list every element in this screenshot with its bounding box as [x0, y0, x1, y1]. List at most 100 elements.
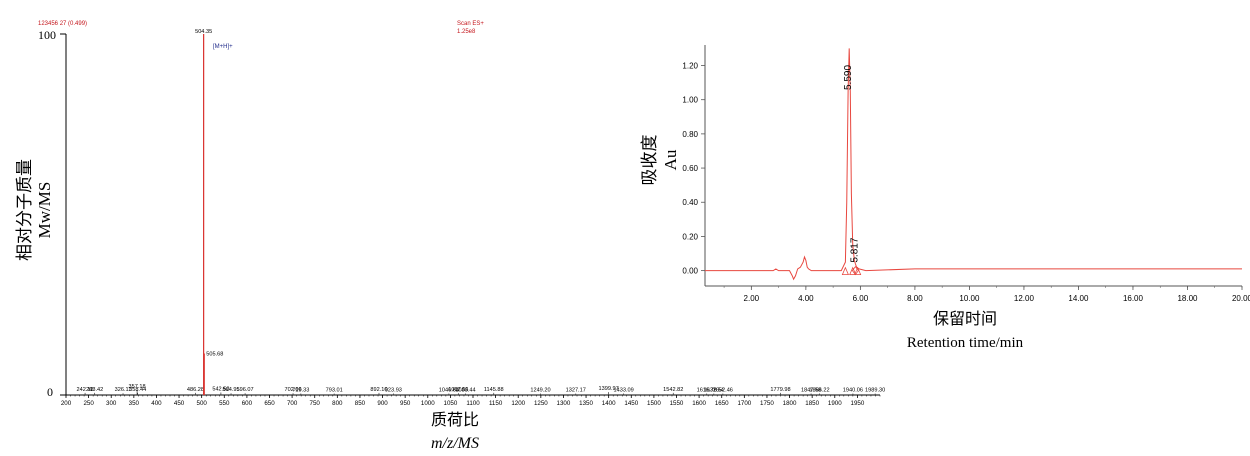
hplc-y-tick-label-6: 1.20	[682, 62, 698, 71]
hplc-ylabel-en: Au	[661, 149, 680, 170]
ms-x-tick-label-12: 800	[332, 400, 343, 407]
ms-ylabel-cn: 相对分子质量	[15, 159, 34, 261]
ms-peak-label-8: 542.52	[212, 386, 229, 392]
ms-x-tick-label-13: 850	[355, 400, 366, 407]
ms-peak-label-19: 1145.88	[484, 387, 504, 393]
ms-x-tick-label-23: 1350	[579, 400, 593, 407]
hplc-integration-marker-1	[849, 266, 857, 276]
hplc-x-tick-label-0: 2.00	[744, 294, 760, 303]
hplc-integration-marker-3	[854, 266, 862, 276]
ms-peak-label-5: 486.28	[187, 387, 204, 393]
hplc-x-ticks: 2.00 4.00 6.00 8.00 10.00 12.00 14.00 16.00 18.0…	[723, 286, 1250, 303]
hplc-x-tick-label-1: 4.00	[798, 294, 814, 303]
ms-peak-label-3: 357.18	[129, 384, 146, 390]
ms-header-right-1: Scan ES+	[457, 21, 484, 27]
ms-x-tick-label-17: 1050	[444, 400, 458, 407]
hplc-peak-label-1: 5.817	[849, 237, 860, 262]
ms-peak-label-9: 564.95	[222, 387, 239, 393]
hplc-xlabel-en: Retention time/min	[907, 335, 1024, 351]
hplc-x-tick-label-6: 14.00	[1068, 294, 1089, 303]
ms-y-bottom-label: 0	[47, 385, 53, 399]
hplc-xlabel-cn: 保留时间	[933, 310, 997, 328]
ms-header-left: 123456 27 (0.499)	[38, 21, 87, 27]
ms-x-tick-label-22: 1300	[557, 400, 571, 407]
hplc-peak-labels: 5.590 5.817	[843, 65, 860, 263]
ms-peak-label-23: 1433.09	[614, 388, 634, 394]
ms-peak-label-1: 263.42	[86, 387, 103, 393]
ms-x-tick-label-10: 700	[287, 400, 298, 407]
hplc-y-tick-label-3: 0.60	[682, 164, 698, 173]
hplc-ylabel-cn: 吸收度	[640, 135, 659, 186]
ms-peak-label-13: 793.01	[326, 388, 343, 394]
hplc-y-tick-label-4: 0.80	[682, 130, 698, 139]
hplc-y-tick-label-0: 0.00	[682, 267, 698, 276]
ms-x-tick-label-24: 1400	[602, 400, 616, 407]
ms-xlabel-en: m/z/MS	[431, 435, 479, 452]
hplc-peak-label-0: 5.590	[843, 65, 854, 90]
ms-x-tick-label-5: 450	[174, 400, 185, 407]
ms-peak-label-6: 504.35	[195, 29, 212, 35]
ms-x-tick-label-2: 300	[106, 400, 117, 407]
ms-x-ticks: 200 250 300 350 400 450 500 550 600 650 700 750 800 8…	[61, 395, 881, 407]
hplc-panel-background	[640, 35, 1250, 320]
ms-x-tick-label-14: 900	[377, 400, 388, 407]
hplc-x-tick-label-5: 12.00	[1014, 294, 1035, 303]
ms-x-tick-label-21: 1250	[534, 400, 548, 407]
hplc-x-tick-label-2: 6.00	[853, 294, 869, 303]
ms-x-tick-label-28: 1600	[692, 400, 706, 407]
ms-peak-label-30: 1866.22	[809, 388, 829, 394]
ms-x-tick-label-11: 750	[310, 400, 321, 407]
ms-xlabel-cn: 质荷比	[431, 411, 479, 429]
hplc-integration-marker-0	[841, 266, 849, 276]
ms-x-tick-label-6: 500	[197, 400, 208, 407]
ms-x-tick-label-33: 1850	[805, 400, 819, 407]
ms-peak-label-27: 1652.46	[713, 388, 733, 394]
hplc-y-tick-label-2: 0.40	[682, 198, 698, 207]
mass-spectrum-chart: 123456 27 (0.499) Scan ES+ 1.25e8 100 0 …	[15, 21, 885, 452]
ms-x-tick-label-7: 550	[219, 400, 230, 407]
ms-x-tick-label-27: 1550	[670, 400, 684, 407]
ms-x-tick-label-4: 400	[151, 400, 162, 407]
ms-x-tick-label-31: 1750	[760, 400, 774, 407]
ms-x-tick-label-20: 1200	[511, 400, 525, 407]
ms-peak-label-31: 1940.06	[843, 388, 863, 394]
ms-x-tick-label-15: 950	[400, 400, 411, 407]
ms-x-tick-label-9: 650	[264, 400, 275, 407]
ms-x-tick-label-16: 1000	[421, 400, 435, 407]
ms-x-tick-label-1: 250	[83, 400, 94, 407]
ms-peak-label-22: 1399.97	[599, 386, 619, 392]
ms-x-tick-label-18: 1100	[466, 400, 480, 407]
ms-x-tick-label-8: 600	[242, 400, 253, 407]
ms-ion-label: [M+H]+	[213, 44, 233, 50]
ms-peak-label-20: 1249.20	[530, 388, 550, 394]
ms-x-tick-label-26: 1500	[647, 400, 661, 407]
ms-peak-label-24: 1542.82	[663, 387, 683, 393]
ms-peak-label-7: 505.68	[206, 351, 223, 357]
ms-x-tick-label-30: 1700	[737, 400, 751, 407]
hplc-x-tick-label-8: 18.00	[1177, 294, 1198, 303]
ms-peak-label-2: 326.11	[115, 387, 132, 393]
ms-peak-label-26: 1632.54	[704, 388, 724, 394]
hplc-peak-markers	[841, 265, 862, 276]
ms-peak-label-21: 1327.17	[566, 388, 586, 394]
ms-peak-label-32: 1989.30	[865, 388, 885, 394]
ms-y-top-label: 100	[38, 28, 56, 42]
hplc-x-tick-label-4: 10.00	[959, 294, 980, 303]
hplc-y-tick-label-5: 1.00	[682, 96, 698, 105]
ms-peak-label-16: 1046.64	[439, 388, 459, 394]
ms-x-tick-label-25: 1450	[624, 400, 638, 407]
hplc-series-line	[705, 48, 1242, 281]
ms-peak-label-11: 702.06	[284, 387, 301, 393]
ms-x-tick-label-3: 350	[129, 400, 140, 407]
ms-x-tick-label-19: 1150	[489, 400, 503, 407]
hplc-x-tick-label-7: 16.00	[1123, 294, 1144, 303]
ms-x-tick-label-0: 200	[61, 400, 72, 407]
hplc-y-tick-label-1: 0.20	[682, 232, 698, 241]
hplc-chromatogram-chart: 0.00 0.20 0.40 0.60 0.80 1.00 1.20 2.00 4.00 6.0…	[640, 35, 1250, 351]
ms-header-right-2: 1.25e8	[457, 29, 476, 35]
ms-peak-label-12: 719.33	[292, 388, 309, 394]
ms-peak-label-15: 923.93	[385, 388, 402, 394]
